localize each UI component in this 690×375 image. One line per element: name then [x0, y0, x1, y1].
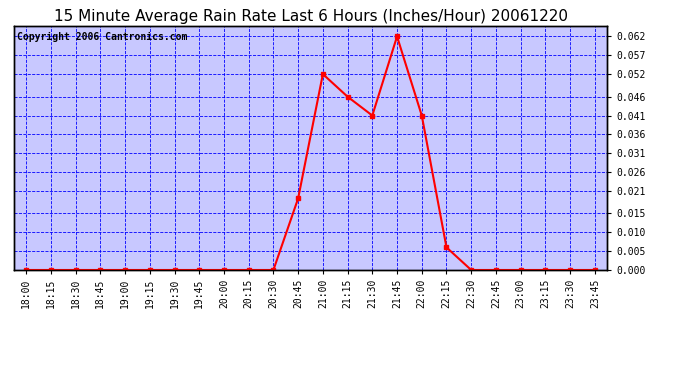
- Text: Copyright 2006 Cantronics.com: Copyright 2006 Cantronics.com: [17, 32, 187, 42]
- Title: 15 Minute Average Rain Rate Last 6 Hours (Inches/Hour) 20061220: 15 Minute Average Rain Rate Last 6 Hours…: [54, 9, 567, 24]
